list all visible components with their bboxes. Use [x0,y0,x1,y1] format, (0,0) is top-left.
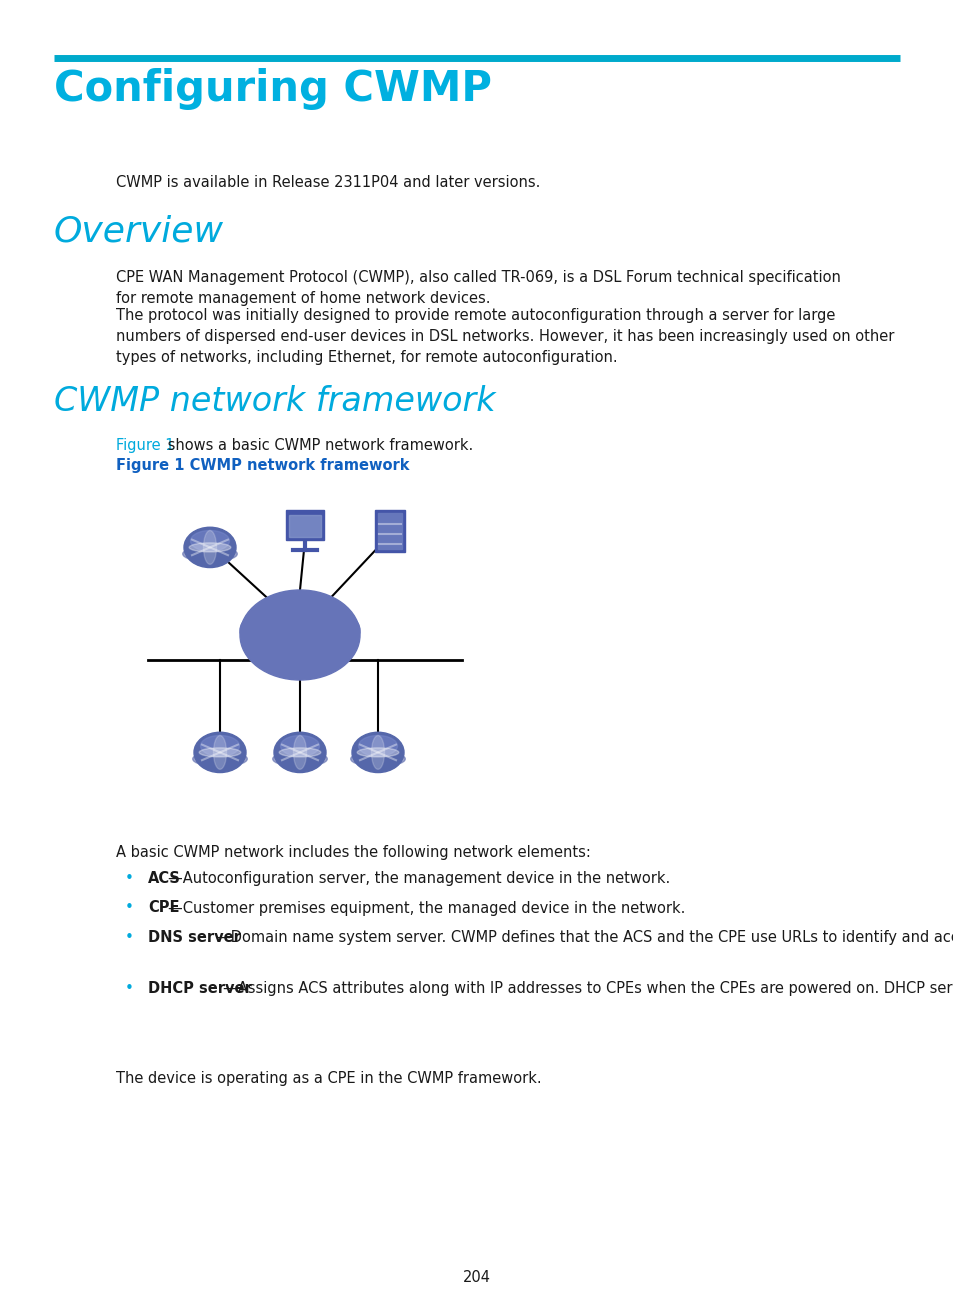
Text: Configuring CWMP: Configuring CWMP [54,67,492,110]
Text: DNS server: DNS server [148,931,240,945]
Text: DHCP server: DHCP server [148,981,252,997]
Text: CWMP network framework: CWMP network framework [54,385,496,419]
Text: shows a basic CWMP network framework.: shows a basic CWMP network framework. [163,438,473,454]
Ellipse shape [279,748,320,757]
Text: Overview: Overview [54,215,224,249]
Text: —Autoconfiguration server, the management device in the network.: —Autoconfiguration server, the managemen… [169,871,670,886]
Text: —Domain name system server. CWMP defines that the ACS and the CPE use URLs to id: —Domain name system server. CWMP defines… [215,931,953,945]
Text: Figure 1 CWMP network framework: Figure 1 CWMP network framework [116,457,409,473]
FancyBboxPatch shape [377,513,401,550]
Ellipse shape [294,736,306,770]
Ellipse shape [278,601,320,632]
FancyBboxPatch shape [286,511,324,540]
FancyBboxPatch shape [375,511,405,552]
Ellipse shape [183,546,237,561]
Text: CWMP is available in Release 2311P04 and later versions.: CWMP is available in Release 2311P04 and… [116,175,539,191]
Text: •: • [125,901,133,915]
FancyBboxPatch shape [289,515,320,537]
Text: 204: 204 [462,1270,491,1286]
Text: •: • [125,981,133,997]
Text: A basic CWMP network includes the following network elements:: A basic CWMP network includes the follow… [116,845,590,861]
Text: •: • [125,931,133,945]
Ellipse shape [274,732,326,772]
Ellipse shape [240,612,294,649]
Ellipse shape [200,736,239,757]
Ellipse shape [213,736,226,770]
Ellipse shape [371,736,384,770]
Ellipse shape [351,752,405,767]
Ellipse shape [280,736,319,757]
Text: Figure 1: Figure 1 [116,438,174,454]
Ellipse shape [358,736,397,757]
Ellipse shape [191,530,230,551]
Ellipse shape [240,590,359,680]
Ellipse shape [184,527,235,568]
Ellipse shape [199,748,240,757]
Text: •: • [125,871,133,886]
Text: The protocol was initially designed to provide remote autoconfiguration through : The protocol was initially designed to p… [116,308,894,365]
Text: —Assigns ACS attributes along with IP addresses to CPEs when the CPEs are powere: —Assigns ACS attributes along with IP ad… [223,981,953,997]
Text: ACS: ACS [148,871,181,886]
Text: CPE WAN Management Protocol (CWMP), also called TR-069, is a DSL Forum technical: CPE WAN Management Protocol (CWMP), also… [116,270,840,306]
Text: CPE: CPE [148,901,179,915]
Ellipse shape [193,752,247,767]
Ellipse shape [203,530,216,564]
Ellipse shape [273,752,327,767]
Ellipse shape [193,732,246,772]
Text: The device is operating as a CPE in the CWMP framework.: The device is operating as a CPE in the … [116,1070,541,1086]
Ellipse shape [356,748,398,757]
Ellipse shape [352,732,403,772]
Text: —Customer premises equipment, the managed device in the network.: —Customer premises equipment, the manage… [169,901,685,915]
Ellipse shape [282,649,317,674]
Ellipse shape [189,543,231,552]
Ellipse shape [306,612,359,649]
